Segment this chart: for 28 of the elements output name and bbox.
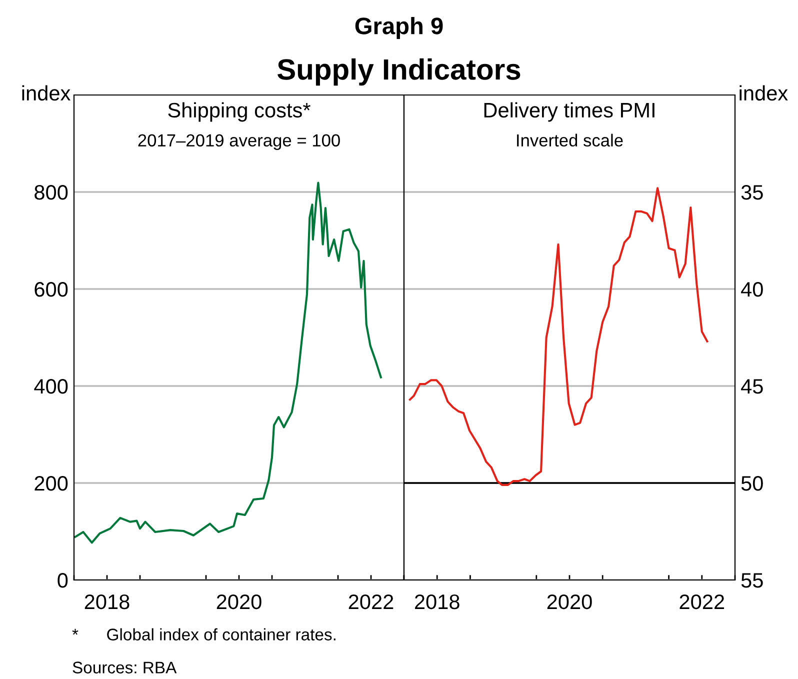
y-tick-label: 0	[58, 573, 68, 588]
chart-title: Delivery times PMI	[484, 102, 654, 122]
y-tick-label: 200	[34, 476, 68, 491]
x-tick-label: 2022	[348, 594, 394, 610]
y-tick-label: 600	[34, 282, 68, 297]
y2-tick-label: 55	[741, 573, 763, 588]
y2-tick-label: 50	[741, 476, 763, 491]
y-axis-title: index	[22, 85, 70, 101]
y2-tick-label: 35	[741, 185, 763, 200]
y2-axis-title: index	[740, 85, 788, 101]
line-series	[408, 187, 708, 486]
text: Graph 9	[355, 16, 443, 40]
x-tick-label: 2020	[547, 594, 592, 610]
line-series	[74, 182, 382, 544]
text: Inverted scale	[517, 134, 623, 147]
source-note: Sources: RBA	[72, 662, 177, 674]
text: * Global index of container rates.	[72, 628, 336, 640]
y-tick-label: 400	[34, 379, 68, 394]
x-tick-label: 2020	[216, 594, 262, 610]
text: 2017–2019 average = 100	[138, 134, 340, 150]
x-tick-label: 2022	[680, 594, 724, 610]
x-tick-label: 2018	[84, 594, 130, 610]
chart-title: Shipping costs*	[168, 102, 310, 122]
text: Supply Indicators	[277, 58, 520, 86]
y2-tick-label: 40	[741, 282, 763, 297]
y-tick-label: 800	[34, 185, 68, 200]
x-tick-label: 2018	[414, 594, 460, 610]
y2-tick-label: 45	[741, 379, 763, 394]
